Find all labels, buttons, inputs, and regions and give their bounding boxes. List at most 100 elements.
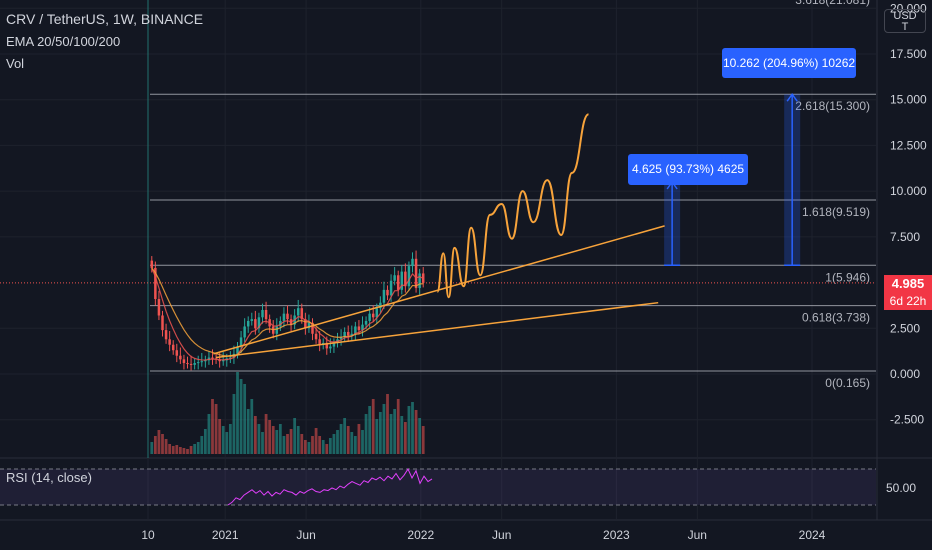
volume-bar bbox=[346, 426, 350, 454]
candle-body bbox=[350, 333, 354, 336]
volume-bar bbox=[214, 404, 218, 454]
candle-body bbox=[175, 350, 179, 356]
candle-body bbox=[389, 280, 393, 296]
projection-path bbox=[436, 113, 590, 299]
volume-bar bbox=[418, 418, 422, 454]
volume-bar bbox=[400, 416, 404, 454]
volume-bar bbox=[178, 447, 182, 454]
volume-bar bbox=[246, 409, 250, 454]
volume-bar bbox=[186, 449, 189, 454]
measure-callout-target[interactable]: 10.262 (204.96%) 10262 bbox=[722, 48, 856, 78]
candle-body bbox=[221, 360, 225, 362]
price-axis-label: 10.000 bbox=[890, 184, 927, 198]
candle-body bbox=[264, 310, 268, 320]
time-axis-label: 2024 bbox=[799, 528, 826, 542]
candle-body bbox=[193, 363, 196, 365]
volume-bar bbox=[171, 446, 175, 454]
volume-bar bbox=[386, 394, 389, 454]
volume-bar bbox=[303, 440, 307, 454]
candle-body bbox=[250, 319, 254, 321]
volume-bar bbox=[325, 444, 329, 454]
candle-body bbox=[329, 346, 332, 349]
candle-body bbox=[311, 322, 314, 334]
candle-body bbox=[157, 299, 161, 316]
volume-bar bbox=[157, 430, 161, 454]
time-axis-label: 2022 bbox=[407, 528, 434, 542]
volume-bar bbox=[407, 406, 411, 454]
fib-level-label: 2.618(15.300) bbox=[795, 99, 870, 113]
candle-body bbox=[168, 339, 171, 345]
volume-bar bbox=[336, 430, 339, 454]
volume-bar bbox=[175, 445, 179, 454]
currency-unit-button[interactable]: USD T bbox=[884, 9, 926, 33]
fib-level-label: 1(5.946) bbox=[825, 270, 870, 284]
candle-body bbox=[182, 359, 186, 364]
symbol-title[interactable]: CRV / TetherUS, 1W, BINANCE bbox=[6, 11, 204, 27]
time-axis-label: Jun bbox=[492, 528, 511, 542]
candle-body bbox=[171, 344, 175, 351]
candle-body bbox=[382, 289, 386, 303]
volume-bar bbox=[168, 444, 172, 454]
ema-indicator-label[interactable]: EMA 20/50/100/200 bbox=[6, 34, 121, 49]
volume-bar bbox=[236, 372, 239, 454]
time-axis-label: 2021 bbox=[212, 528, 239, 542]
volume-bar bbox=[161, 434, 164, 454]
volume-bar bbox=[396, 399, 400, 454]
volume-bar bbox=[250, 399, 254, 454]
volume-bar bbox=[368, 406, 372, 454]
price-axis-label: 2.500 bbox=[890, 321, 920, 335]
candle-body bbox=[204, 360, 207, 362]
fib-level-label: 0.618(3.738) bbox=[802, 311, 870, 325]
volume-bar bbox=[296, 426, 300, 454]
candle-body bbox=[236, 346, 239, 354]
rsi-line bbox=[227, 467, 433, 506]
volume-bar bbox=[150, 442, 154, 454]
ema-50-line bbox=[151, 267, 424, 357]
rsi-band bbox=[0, 469, 876, 505]
rsi-indicator-label[interactable]: RSI (14, close) bbox=[6, 470, 92, 485]
measure-callout-first[interactable]: 4.625 (93.73%) 4625 bbox=[628, 154, 748, 185]
price-axis-label: 15.000 bbox=[890, 93, 927, 107]
measure-arrow-head bbox=[786, 92, 798, 102]
candle-body bbox=[300, 308, 304, 320]
volume-bar bbox=[403, 422, 407, 454]
price-axis-label: 12.500 bbox=[890, 138, 927, 152]
volume-bar bbox=[375, 419, 379, 454]
candle-body bbox=[211, 357, 214, 359]
candle-body bbox=[332, 342, 336, 347]
volume-bar bbox=[328, 438, 332, 454]
candle-body bbox=[279, 320, 282, 327]
volume-bar bbox=[189, 446, 193, 454]
volume-bar bbox=[350, 432, 354, 454]
candle-body bbox=[346, 331, 350, 336]
volume-bar bbox=[200, 436, 204, 454]
candle-body bbox=[361, 324, 364, 331]
candle-body bbox=[150, 260, 154, 268]
time-axis-label: 2023 bbox=[603, 528, 630, 542]
currency-line-1: USD bbox=[893, 10, 917, 22]
candle-body bbox=[261, 310, 264, 318]
price-axis-label: -2.500 bbox=[890, 413, 924, 427]
volume-bar bbox=[414, 410, 418, 454]
volume-bar bbox=[300, 434, 304, 454]
volume-bar bbox=[289, 429, 293, 454]
volume-bar bbox=[293, 418, 297, 454]
ema-20-line bbox=[151, 267, 424, 361]
candle-body bbox=[396, 275, 400, 290]
candle-body bbox=[386, 289, 389, 296]
volume-bar bbox=[218, 419, 222, 454]
price-axis-label: 0.000 bbox=[890, 367, 920, 381]
candle-body bbox=[407, 266, 411, 287]
candle-body bbox=[314, 333, 318, 340]
candle-body bbox=[414, 258, 418, 289]
volume-bar bbox=[211, 399, 214, 454]
rsi-axis-label: 50.00 bbox=[886, 481, 917, 495]
volume-bar bbox=[286, 434, 289, 454]
volume-indicator-label[interactable]: Vol bbox=[6, 56, 25, 71]
volume-bar bbox=[275, 430, 279, 454]
price-axis-label: 17.500 bbox=[890, 47, 927, 61]
candle-body bbox=[154, 267, 157, 300]
volume-bar bbox=[193, 444, 197, 454]
volume-bar bbox=[228, 424, 232, 454]
